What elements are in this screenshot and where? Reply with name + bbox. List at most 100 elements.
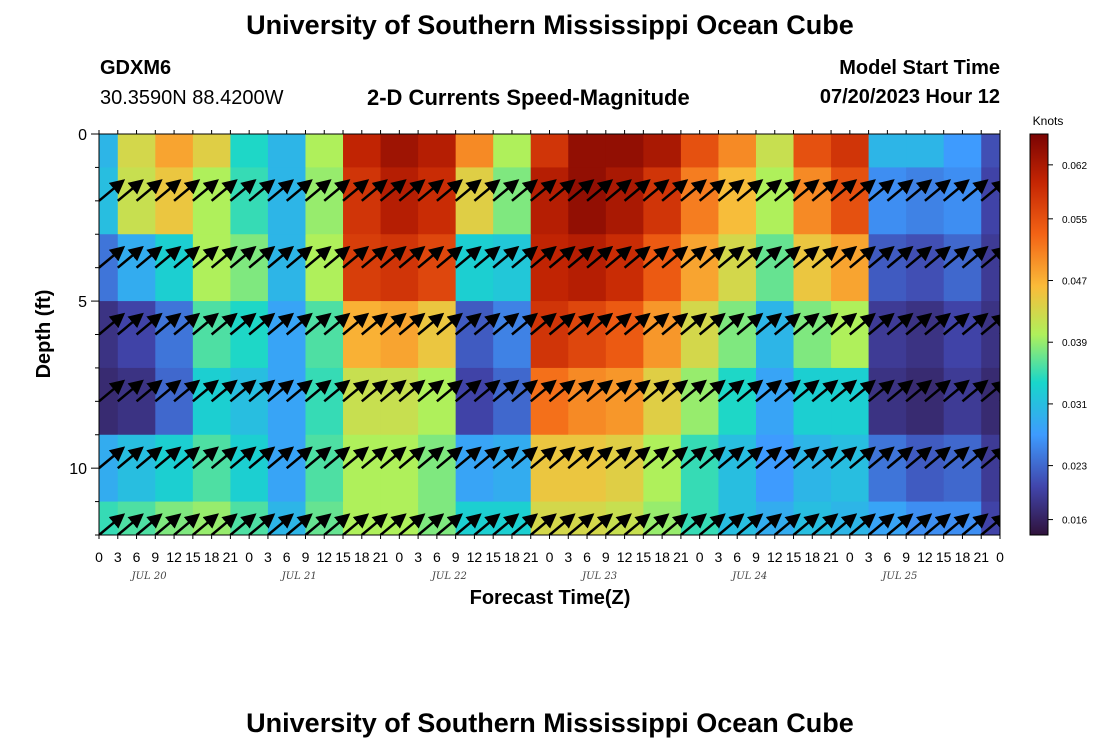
heatmap-cell	[906, 134, 945, 169]
current-vector	[304, 379, 332, 403]
heatmap-cell	[755, 134, 795, 169]
current-vector	[285, 513, 313, 535]
x-tick-label: 3	[114, 549, 122, 565]
x-tick-label: 15	[335, 549, 351, 565]
current-vector	[173, 312, 201, 336]
current-vector	[849, 446, 876, 470]
current-vector	[773, 379, 801, 403]
current-vector	[192, 179, 219, 202]
current-vector	[736, 179, 764, 202]
current-vector	[849, 245, 876, 269]
x-tick-label: 21	[823, 549, 839, 565]
current-vector	[248, 312, 276, 336]
current-vector	[511, 179, 539, 202]
current-vector	[511, 379, 539, 403]
current-vector	[511, 446, 539, 470]
current-vector	[567, 513, 595, 535]
current-vector	[773, 312, 801, 336]
current-vector	[811, 312, 839, 336]
current-vector	[924, 513, 952, 535]
current-vector	[755, 446, 783, 470]
current-vector	[379, 513, 407, 535]
current-vector	[755, 513, 783, 535]
current-vector	[473, 179, 501, 202]
current-vector	[792, 513, 820, 535]
x-tick-label: 18	[204, 549, 220, 565]
current-vector	[924, 179, 952, 202]
current-vector	[961, 312, 989, 336]
x-tick-label: 18	[654, 549, 670, 565]
heatmap-cell	[981, 301, 1000, 369]
current-vector	[905, 446, 933, 470]
current-vector	[548, 513, 576, 535]
current-vector	[323, 513, 351, 535]
x-tick-label: 15	[485, 549, 501, 565]
heatmap-cell	[305, 134, 344, 169]
current-vector	[642, 446, 670, 470]
current-vector	[210, 446, 238, 470]
current-vector	[661, 245, 689, 269]
current-vector	[192, 379, 219, 403]
current-vector	[680, 179, 707, 202]
heatmap-cell	[680, 134, 720, 169]
current-vector	[323, 379, 351, 403]
current-vector	[999, 399, 1000, 402]
current-vector	[99, 245, 126, 269]
current-vector	[680, 513, 707, 535]
colorbar-tick-label: 0.055	[1062, 215, 1087, 226]
current-vector	[229, 312, 257, 336]
current-vector	[248, 379, 276, 403]
current-vector	[830, 446, 858, 470]
current-vector	[773, 179, 801, 202]
current-vector	[642, 513, 670, 535]
x-tick-label: 3	[715, 549, 723, 565]
current-vector	[454, 312, 482, 336]
current-vector	[285, 379, 313, 403]
current-vector	[717, 179, 745, 202]
current-vector	[398, 312, 426, 336]
current-vector	[567, 379, 595, 403]
current-vector	[492, 379, 520, 403]
current-vector	[135, 513, 163, 535]
current-vector	[210, 179, 238, 202]
current-vector	[605, 379, 632, 403]
x-tick-label: 3	[414, 549, 422, 565]
current-vector	[436, 379, 463, 403]
station-location: 30.3590N 88.4200W	[100, 87, 284, 109]
current-vector	[867, 245, 895, 269]
heatmap-cell	[981, 167, 1000, 235]
current-vector	[529, 513, 557, 535]
current-vector	[304, 312, 332, 336]
current-vector	[680, 245, 707, 269]
heatmap-cell	[380, 134, 419, 169]
current-vector	[304, 446, 332, 470]
current-vector	[417, 513, 445, 535]
current-vector	[867, 179, 895, 202]
current-vector	[192, 446, 219, 470]
current-vector	[342, 179, 370, 202]
current-vector	[999, 533, 1000, 535]
current-vector	[154, 312, 182, 336]
current-vector	[417, 379, 445, 403]
colorbar: Knots 0.016 0.023 0.031 0.039 0.047 0.055 0.06…	[1029, 114, 1087, 536]
current-vector	[680, 312, 707, 336]
model-start-label: Model Start Time	[839, 57, 1000, 79]
current-vector	[924, 379, 952, 403]
current-vector	[830, 179, 858, 202]
current-vector	[116, 513, 144, 535]
current-vector	[717, 245, 745, 269]
current-vector	[830, 312, 858, 336]
current-vector	[961, 379, 989, 403]
heatmap-cell	[831, 134, 870, 169]
x-tick-label: 21	[523, 549, 539, 565]
current-vector	[830, 245, 858, 269]
current-vector	[342, 446, 370, 470]
heatmap-cell	[99, 134, 119, 169]
current-vector	[511, 245, 539, 269]
heatmap-cell	[718, 134, 757, 169]
x-axis-label: Forecast Time(Z)	[470, 587, 631, 609]
colorbar-tick-label: 0.062	[1062, 161, 1087, 172]
heatmap-cell	[981, 434, 1000, 503]
current-vector	[942, 245, 970, 269]
current-vector	[436, 312, 463, 336]
